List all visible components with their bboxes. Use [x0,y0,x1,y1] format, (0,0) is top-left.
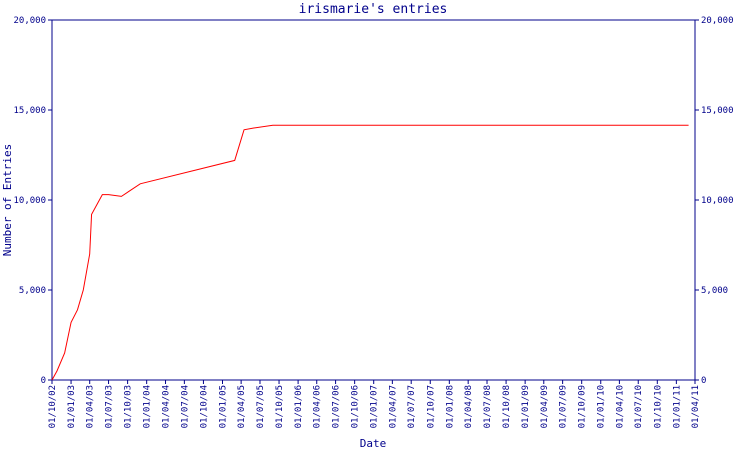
x-tick-label: 01/04/03 [86,385,96,428]
x-tick-label: 01/07/05 [256,385,266,428]
x-tick-label: 01/04/08 [464,385,474,428]
y2-tick-label: 20,000 [701,16,734,26]
x-tick-label: 01/01/10 [597,385,607,428]
y-tick-label: 5,000 [19,286,46,296]
x-tick-label: 01/07/10 [634,385,644,428]
x-tick-label: 01/10/10 [653,385,663,428]
x-axis-label: Date [360,437,387,450]
x-tick-label: 01/07/08 [483,385,493,428]
x-tick-label: 01/07/07 [407,385,417,428]
x-tick-label: 01/07/04 [180,385,190,428]
y-tick-label: 10,000 [13,196,46,206]
plot-frame [51,19,696,381]
x-tick-label: 01/10/09 [578,385,588,428]
y-tick-label: 15,000 [13,106,46,116]
x-tick-label: 01/07/06 [332,385,342,428]
data-line [51,124,689,381]
x-tick-label: 01/04/10 [615,385,625,428]
x-tick-label: 01/04/09 [540,385,550,428]
x-tick-label: 01/01/08 [445,385,455,428]
x-tick-label: 01/04/11 [691,385,701,428]
y2-tick-label: 5,000 [701,286,728,296]
y2-tick-label: 15,000 [701,106,734,116]
x-tick-label: 01/01/05 [218,385,228,428]
x-tick-label: 01/07/09 [559,385,569,428]
x-tick-label: 01/01/07 [370,385,380,428]
x-tick-label: 01/10/03 [124,385,134,428]
x-tick-label: 01/01/06 [294,385,304,428]
x-tick-label: 01/01/09 [521,385,531,428]
x-tick-label: 01/10/04 [199,385,209,428]
x-tick-label: 01/01/04 [143,385,153,428]
x-tick-label: 01/01/03 [67,385,77,428]
x-tick-label: 01/04/07 [388,385,398,428]
x-tick-label: 01/10/06 [351,385,361,428]
x-tick-label: 01/04/04 [162,385,172,428]
y2-tick-label: 10,000 [701,196,734,206]
x-tick-label: 01/10/05 [275,385,285,428]
x-tick-label: 01/04/05 [237,385,247,428]
x-tick-label: 01/10/08 [502,385,512,428]
chart-title: irismarie's entries [299,2,448,17]
x-tick-label: 01/10/02 [48,385,58,428]
y-axis-label: Number of Entries [1,144,14,257]
x-tick-label: 01/04/06 [313,385,323,428]
y-tick-label: 20,000 [13,16,46,26]
y2-tick-label: 0 [701,376,706,386]
x-tick-label: 01/07/03 [105,385,115,428]
x-tick-label: 01/01/11 [672,385,682,428]
y-tick-label: 0 [41,376,46,386]
x-tick-label: 01/10/07 [426,385,436,428]
